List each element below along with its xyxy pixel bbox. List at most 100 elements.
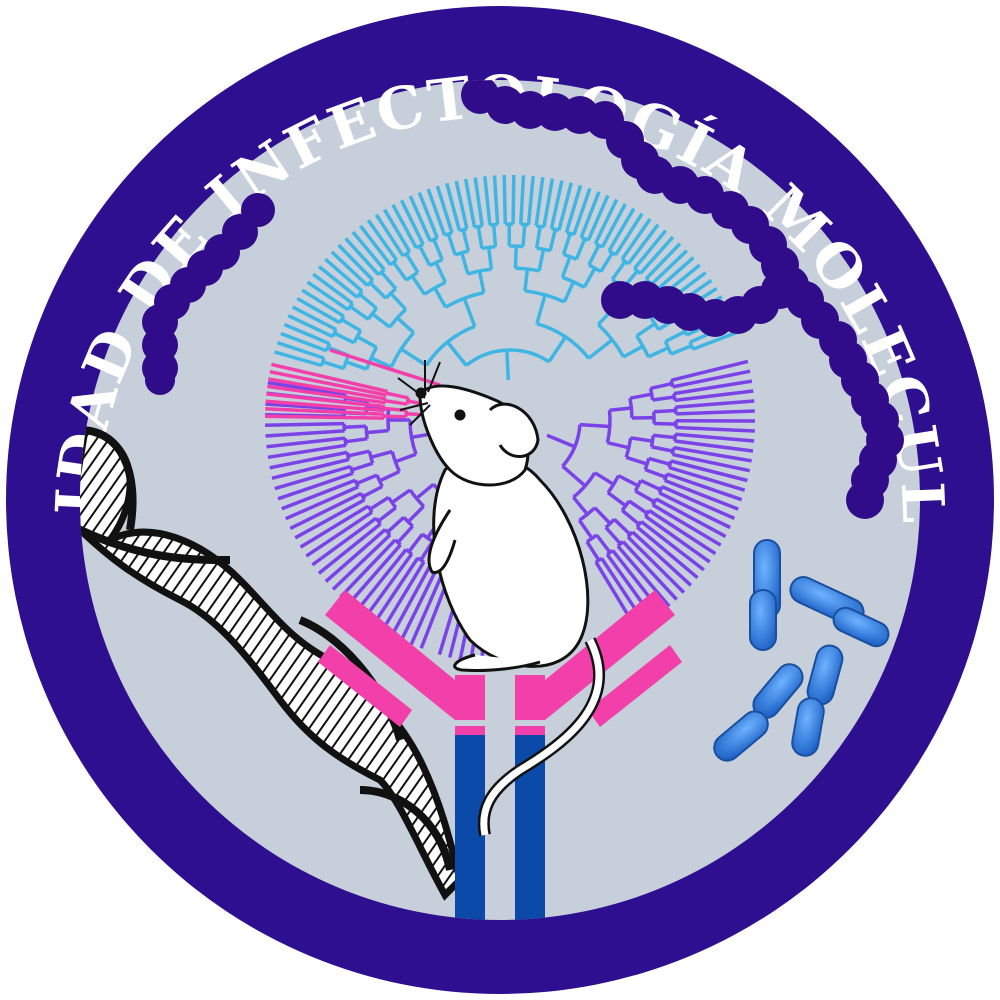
tree-branch — [648, 509, 717, 556]
tree-branch — [349, 305, 370, 321]
tree-branch — [519, 175, 526, 225]
tree-branch — [582, 267, 597, 289]
tree-branch — [339, 538, 397, 599]
tree-branch — [644, 242, 682, 281]
tree-branch — [658, 491, 731, 530]
tree-branch — [363, 552, 414, 619]
phylogenetic-tree-icon — [264, 174, 756, 666]
tree-branch — [627, 223, 660, 265]
tree-branch — [280, 331, 328, 353]
tree-branch — [267, 443, 347, 460]
tree-branch — [565, 230, 575, 237]
tree-branch — [265, 407, 385, 416]
tree-branch — [621, 540, 678, 601]
tree-branch — [548, 228, 558, 252]
tree-branch — [564, 184, 583, 233]
tree-branch — [388, 308, 408, 329]
tree-branch — [396, 525, 414, 544]
tree-branch — [345, 437, 368, 444]
tree-branch — [409, 571, 445, 646]
tree-branch — [446, 340, 468, 367]
tree-branch — [572, 496, 589, 516]
coccus — [761, 271, 799, 309]
tree-branch — [604, 526, 622, 546]
tree-branch — [634, 489, 656, 504]
tree-branch — [585, 540, 601, 562]
tree-branch — [368, 281, 388, 300]
tree-branch — [692, 330, 740, 351]
tree-branch — [674, 389, 754, 403]
tree-branch — [317, 522, 382, 575]
tree-branch — [301, 288, 345, 318]
tree-branch — [561, 232, 572, 255]
tree-branch — [639, 478, 662, 492]
tree-branch — [386, 391, 409, 400]
tree-branch — [289, 491, 362, 530]
tree-branch — [673, 445, 752, 463]
tree-branch — [287, 314, 334, 339]
tree-branch — [399, 199, 425, 246]
coccus — [145, 365, 175, 395]
tree-branch — [269, 369, 387, 397]
tree-branch — [351, 230, 386, 271]
tree-branch — [446, 233, 457, 256]
tree-branch — [371, 312, 391, 329]
tree-branch — [586, 194, 610, 242]
tree-branch — [433, 287, 448, 308]
tree-branch — [574, 238, 587, 260]
tree-branch — [622, 344, 644, 359]
tree-branch — [616, 544, 671, 608]
tree-branch — [356, 335, 378, 349]
tree-branch — [486, 247, 494, 270]
tree-branch — [664, 330, 686, 344]
tree-branch — [358, 292, 378, 310]
tree-branch — [347, 543, 402, 606]
tree-branch — [588, 263, 602, 274]
tree-branch — [672, 369, 751, 389]
tree-branch — [274, 464, 352, 491]
tree-branch — [340, 317, 362, 333]
tree-branch — [650, 381, 673, 391]
tree-branch — [620, 217, 652, 261]
tree-branch — [626, 535, 686, 594]
tree-branch — [638, 235, 675, 275]
tree-branch — [652, 395, 675, 402]
tree-branch — [366, 219, 399, 262]
tree-branch — [595, 533, 612, 554]
tree-branch — [675, 409, 755, 416]
tree-branch — [312, 272, 354, 305]
tree-branch — [607, 440, 630, 450]
tree-branch — [271, 457, 350, 480]
tree-branch — [324, 528, 387, 583]
tree-branch — [374, 213, 405, 257]
tree-branch — [546, 433, 576, 449]
tree-branch — [463, 178, 477, 228]
tree-branch — [670, 359, 749, 382]
tree-branch — [675, 432, 755, 443]
tree-branch — [331, 533, 392, 591]
tree-branch — [648, 456, 671, 466]
tree-branch — [624, 437, 633, 458]
bacilli-icon — [713, 539, 890, 762]
tree-branch — [562, 281, 576, 303]
tree-branch — [593, 198, 619, 245]
tree-branch — [600, 203, 627, 248]
tree-branch — [324, 257, 364, 293]
tree-branch — [587, 244, 601, 266]
tree-branch — [599, 251, 614, 273]
tree-branch — [355, 473, 378, 486]
tree-branch — [483, 176, 492, 226]
tree-branch — [330, 250, 369, 287]
tree-branch — [613, 518, 632, 536]
tree-branch — [370, 449, 393, 459]
tree-branch — [291, 305, 337, 332]
tree-branch — [672, 452, 751, 473]
tree-branch — [666, 472, 743, 502]
tree-branch — [400, 568, 439, 641]
tree-branch — [266, 436, 346, 449]
tree-branch — [391, 488, 412, 505]
tree-branch — [274, 350, 323, 368]
tree-branch — [607, 207, 636, 252]
tree-branch — [351, 461, 374, 472]
tree-branch — [265, 421, 345, 428]
